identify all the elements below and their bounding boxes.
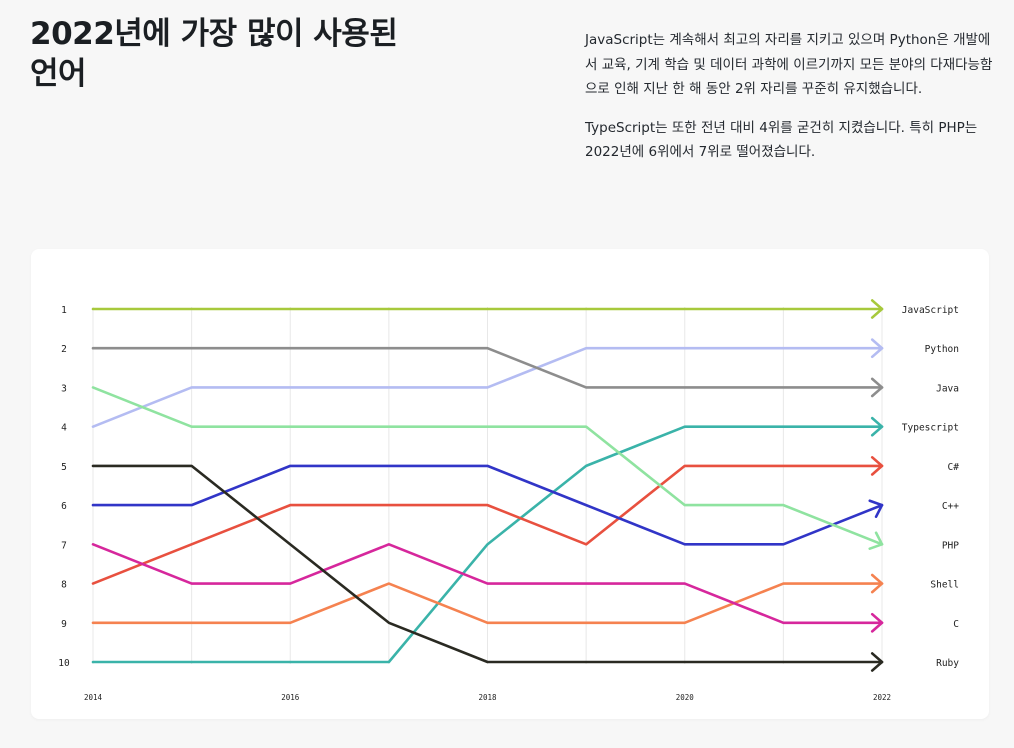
series-arrow-java xyxy=(870,377,884,398)
y-tick-label: 10 xyxy=(58,658,70,669)
series-line-c xyxy=(91,543,884,625)
series-label-csharp: C# xyxy=(948,462,960,473)
description-paragraph-1: JavaScript는 계속해서 최고의 자리를 지키고 있으며 Python은… xyxy=(585,32,993,97)
series-line-typescript xyxy=(91,425,884,664)
series-arrow-shell xyxy=(870,573,884,594)
y-tick-label: 1 xyxy=(61,305,67,316)
series-arrow-python xyxy=(870,338,884,359)
series-line-java xyxy=(91,346,884,389)
chart-card: 1 2 3 4 5 6 7 8 9 10 2014 2016 2018 2020 2022 JavaScrip… xyxy=(31,249,989,719)
y-tick-label: 3 xyxy=(61,383,67,394)
series-label-shell: Shell xyxy=(930,580,959,591)
y-tick-label: 8 xyxy=(61,580,67,591)
page-title: 2022년에 가장 많이 사용된 언어 xyxy=(30,16,398,92)
y-tick-label: 2 xyxy=(61,344,67,355)
series-line-python xyxy=(91,346,884,428)
x-tick-label: 2014 xyxy=(84,693,103,702)
y-tick-label: 4 xyxy=(61,423,67,434)
series-arrow-c xyxy=(870,612,884,633)
y-tick-label: 9 xyxy=(61,619,67,630)
x-tick-label: 2022 xyxy=(873,693,891,702)
x-tick-label: 2018 xyxy=(478,693,497,702)
ranking-line-chart: 1 2 3 4 5 6 7 8 9 10 2014 2016 2018 2020 2022 JavaScrip… xyxy=(58,299,960,702)
series-line-shell xyxy=(91,582,884,625)
series-label-typescript: Typescript xyxy=(902,423,959,434)
series-label-python: Python xyxy=(925,344,959,355)
series-label-cpp: C++ xyxy=(942,501,959,512)
x-tick-label: 2020 xyxy=(676,693,695,702)
series-label-ruby: Ruby xyxy=(936,658,959,669)
series-label-java: Java xyxy=(936,383,959,394)
series-arrow-typescript xyxy=(870,416,884,437)
series-arrow-php xyxy=(868,531,884,550)
series-arrow-ruby xyxy=(870,652,884,672)
series-arrow-javascript xyxy=(870,299,884,319)
series-line-php xyxy=(91,386,884,546)
series-label-php: PHP xyxy=(942,540,959,551)
series-line-ruby xyxy=(91,464,884,664)
y-tick-label: 7 xyxy=(61,540,67,551)
series-label-c: C xyxy=(953,619,959,630)
series-arrow-csharp xyxy=(870,456,884,476)
y-tick-label: 6 xyxy=(61,501,67,512)
y-tick-label: 5 xyxy=(61,462,67,473)
series-line-csharp xyxy=(91,464,884,585)
series-arrow-cpp xyxy=(868,499,884,518)
description: JavaScript는 계속해서 최고의 자리를 지키고 있으며 Python은… xyxy=(585,28,995,179)
description-paragraph-2: TypeScript는 또한 전년 대비 4위를 굳건히 지켰습니다. 특히 P… xyxy=(585,119,978,161)
x-tick-label: 2016 xyxy=(281,693,300,702)
series-label-javascript: JavaScript xyxy=(902,305,959,316)
